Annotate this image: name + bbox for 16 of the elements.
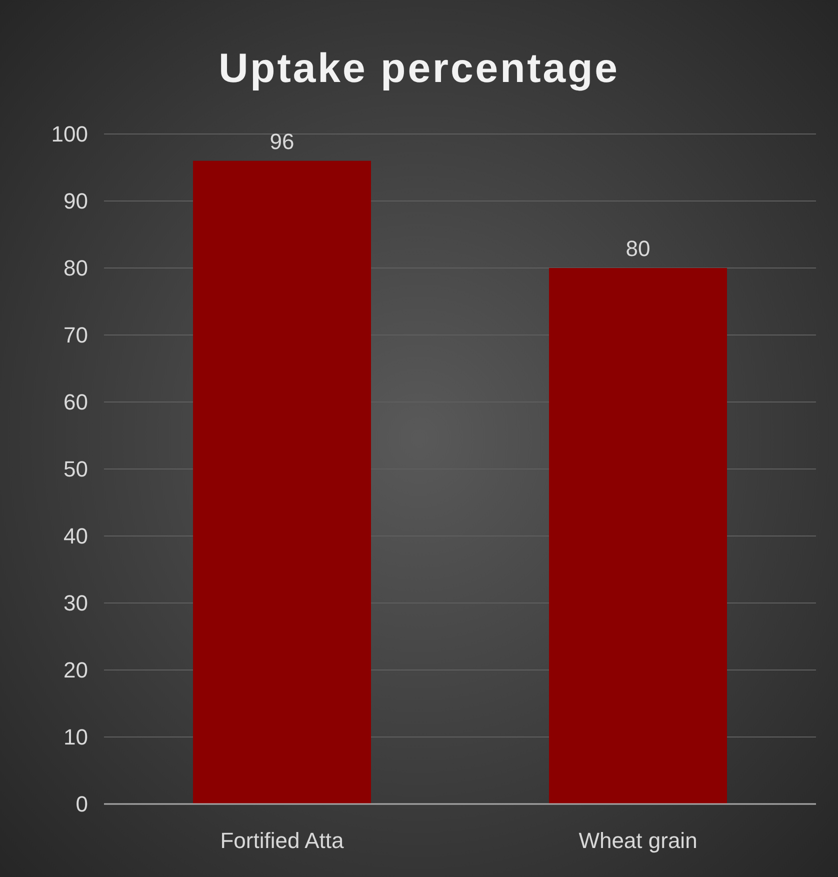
y-tick-label: 70 bbox=[64, 322, 88, 348]
x-tick-label: Fortified Atta bbox=[220, 828, 345, 853]
x-tick-label: Wheat grain bbox=[578, 828, 698, 853]
y-tick-label: 10 bbox=[64, 724, 88, 750]
y-tick-label: 100 bbox=[51, 122, 88, 147]
y-tick-label: 40 bbox=[64, 524, 88, 549]
data-label: 96 bbox=[270, 128, 294, 154]
y-tick-label: 0 bbox=[76, 792, 88, 817]
y-tick-label: 60 bbox=[64, 390, 88, 415]
data-label: 80 bbox=[626, 236, 650, 261]
y-tick-label: 90 bbox=[64, 188, 88, 214]
y-tick-label: 80 bbox=[64, 256, 88, 281]
y-tick-label: 30 bbox=[64, 590, 88, 616]
chart-title: Uptake percentage bbox=[218, 45, 620, 91]
y-tick-label: 50 bbox=[64, 456, 88, 482]
y-tick-label: 20 bbox=[64, 658, 88, 683]
